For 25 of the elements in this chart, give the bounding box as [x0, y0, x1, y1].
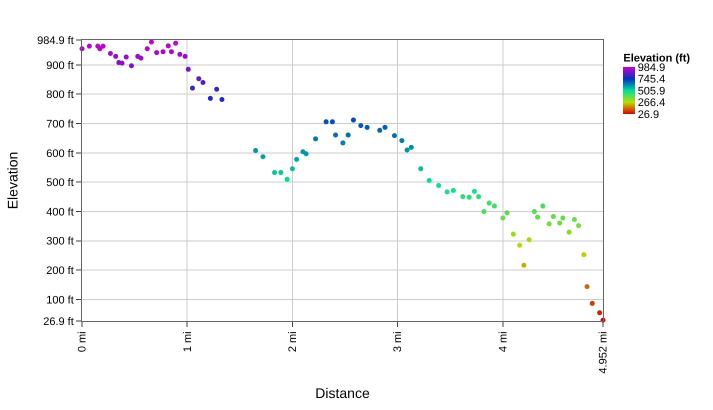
- x-tick-label: 1 mi: [182, 331, 194, 352]
- color-bar-label: 984.9: [638, 62, 666, 74]
- y-tick-label: 500 ft: [46, 177, 74, 190]
- x-axis-title: Distance: [315, 384, 370, 401]
- y-tick-label: 200 ft: [46, 265, 74, 278]
- y-tick-label: 700 ft: [46, 118, 74, 130]
- x-tick-label: 0 mi: [76, 331, 89, 352]
- color-bar-label: 745.4: [638, 74, 666, 86]
- y-tick-label: 26.9 ft: [43, 316, 74, 328]
- color-bar-title: Elevation (ft): [623, 52, 690, 64]
- y-tick-label: 800 ft: [46, 89, 74, 102]
- y-tick-label: 900 ft: [46, 60, 74, 72]
- x-tick-label: 4.952 mi: [598, 331, 610, 374]
- color-bar-label: 266.4: [638, 97, 666, 110]
- y-tick-label: 984.9 ft: [37, 34, 74, 47]
- y-tick-label: 400 ft: [46, 206, 74, 218]
- y-tick-label: 100 ft: [46, 294, 74, 306]
- y-tick-label: 300 ft: [46, 236, 74, 248]
- y-tick-label: 600 ft: [46, 148, 74, 160]
- x-tick-label: 4 mi: [497, 331, 510, 352]
- x-tick-label: 2 mi: [286, 331, 299, 352]
- color-bar-label: 26.9: [638, 108, 660, 121]
- y-axis-title: Elevation: [4, 152, 21, 210]
- x-tick-label: 3 mi: [392, 331, 404, 352]
- color-bar-label: 505.9: [638, 85, 666, 98]
